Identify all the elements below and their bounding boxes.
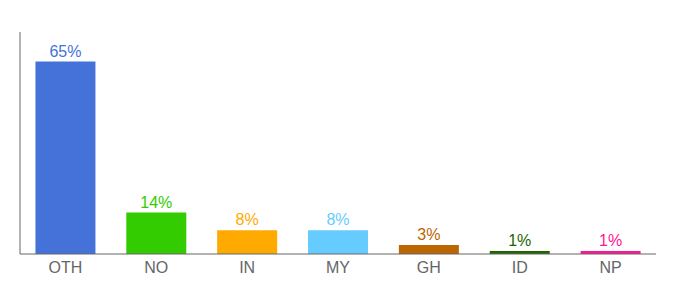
svg-text:3%: 3% — [417, 226, 440, 243]
svg-text:NO: NO — [144, 259, 168, 276]
svg-text:14%: 14% — [140, 194, 172, 211]
svg-text:MY: MY — [326, 259, 350, 276]
svg-text:1%: 1% — [508, 232, 531, 249]
svg-text:GH: GH — [417, 259, 441, 276]
svg-text:65%: 65% — [49, 43, 81, 60]
svg-text:NP: NP — [599, 259, 621, 276]
svg-text:IN: IN — [239, 259, 255, 276]
svg-text:OTH: OTH — [49, 259, 83, 276]
svg-text:1%: 1% — [599, 232, 622, 249]
svg-text:8%: 8% — [236, 211, 259, 228]
svg-text:8%: 8% — [326, 211, 349, 228]
svg-text:ID: ID — [512, 259, 528, 276]
